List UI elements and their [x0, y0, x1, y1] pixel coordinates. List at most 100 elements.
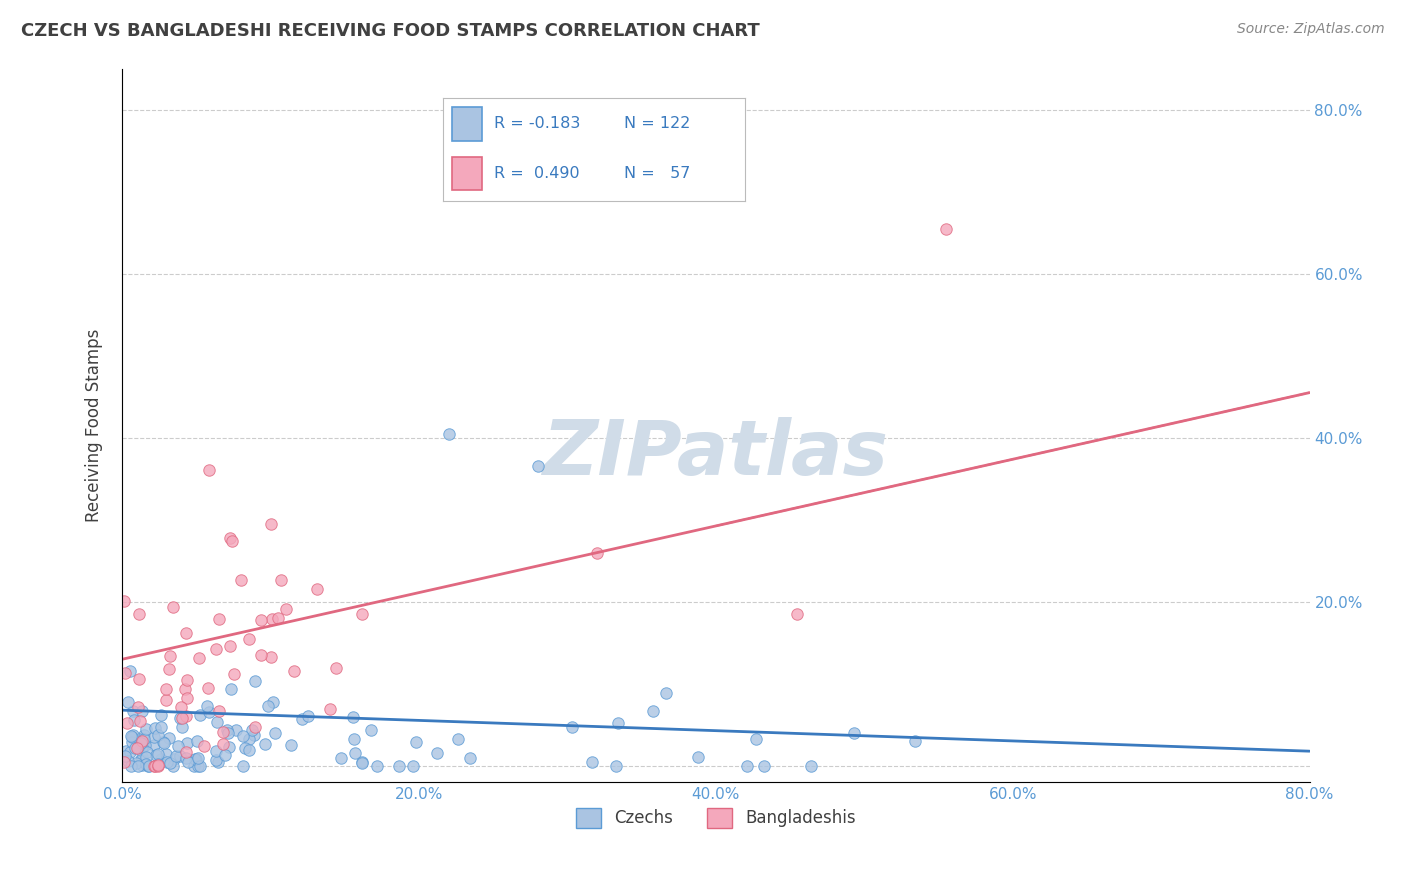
Point [800, 759, 823, 773]
Point [114, 666, 136, 681]
Point [149, 752, 172, 766]
Point [238, 742, 260, 756]
Point [131, 735, 153, 749]
Point [146, 758, 169, 772]
Point [329, 751, 352, 765]
Point [262, 695, 284, 709]
Point [249, 613, 271, 627]
Point [262, 612, 284, 626]
Point [121, 735, 143, 749]
Point [120, 745, 142, 759]
Point [176, 690, 198, 705]
Point [214, 748, 236, 763]
Point [267, 610, 290, 624]
Point [207, 756, 229, 770]
Point [350, 756, 373, 770]
Point [735, 759, 758, 773]
Point [146, 727, 169, 741]
FancyBboxPatch shape [451, 157, 482, 190]
Point [842, 726, 865, 740]
Point [197, 681, 219, 696]
Point [120, 759, 142, 773]
Point [131, 739, 153, 754]
Point [162, 599, 184, 614]
Point [124, 741, 146, 756]
Point [342, 710, 364, 724]
Point [134, 738, 156, 752]
Point [256, 699, 278, 714]
Point [752, 759, 775, 773]
Point [127, 700, 149, 714]
Point [218, 739, 240, 754]
Point [169, 711, 191, 725]
Point [121, 730, 143, 744]
Text: Source: ZipAtlas.com: Source: ZipAtlas.com [1237, 22, 1385, 37]
Point [238, 632, 260, 646]
Point [205, 642, 228, 657]
Point [129, 753, 152, 767]
Point [157, 662, 180, 676]
Point [388, 759, 411, 773]
Point [240, 723, 263, 737]
Point [131, 704, 153, 718]
Point [243, 720, 266, 734]
Point [135, 750, 157, 764]
Point [122, 713, 145, 727]
Point [152, 736, 174, 750]
Point [150, 707, 173, 722]
Point [127, 739, 149, 754]
Point [307, 582, 329, 596]
Point [291, 712, 314, 726]
Point [146, 756, 169, 771]
Point [235, 741, 257, 756]
Point [655, 686, 678, 700]
Point [115, 716, 138, 731]
Point [169, 748, 191, 763]
Point [118, 664, 141, 678]
Point [165, 748, 187, 763]
Point [238, 732, 260, 747]
Point [173, 681, 195, 696]
Point [458, 750, 481, 764]
Point [157, 731, 180, 746]
Point [115, 744, 138, 758]
Point [138, 759, 160, 773]
Point [207, 612, 229, 626]
Point [117, 695, 139, 709]
Point [124, 756, 146, 770]
Point [243, 673, 266, 688]
Legend: Czechs, Bangladeshis: Czechs, Bangladeshis [569, 801, 862, 835]
Point [526, 459, 548, 474]
Point [225, 723, 247, 737]
Point [129, 714, 152, 729]
Point [561, 720, 583, 734]
Point [122, 704, 145, 718]
Point [134, 731, 156, 746]
Point [360, 723, 382, 737]
Point [131, 750, 153, 764]
Point [162, 759, 184, 773]
Point [297, 709, 319, 723]
Point [128, 731, 150, 746]
Point [221, 534, 243, 549]
Point [163, 752, 186, 766]
Point [211, 725, 233, 739]
Text: R = -0.183: R = -0.183 [495, 116, 581, 131]
Point [219, 531, 242, 545]
Point [135, 722, 157, 736]
Point [136, 745, 159, 759]
Point [437, 426, 460, 441]
Point [786, 607, 808, 622]
Point [148, 759, 170, 773]
Point [402, 759, 425, 773]
Point [903, 733, 925, 747]
Point [120, 729, 142, 743]
Text: ZIPatlas: ZIPatlas [543, 417, 889, 491]
Point [276, 602, 298, 616]
Point [127, 759, 149, 773]
Point [188, 651, 211, 665]
Point [112, 755, 135, 769]
Point [205, 715, 228, 730]
Point [606, 716, 628, 731]
Point [117, 755, 139, 769]
